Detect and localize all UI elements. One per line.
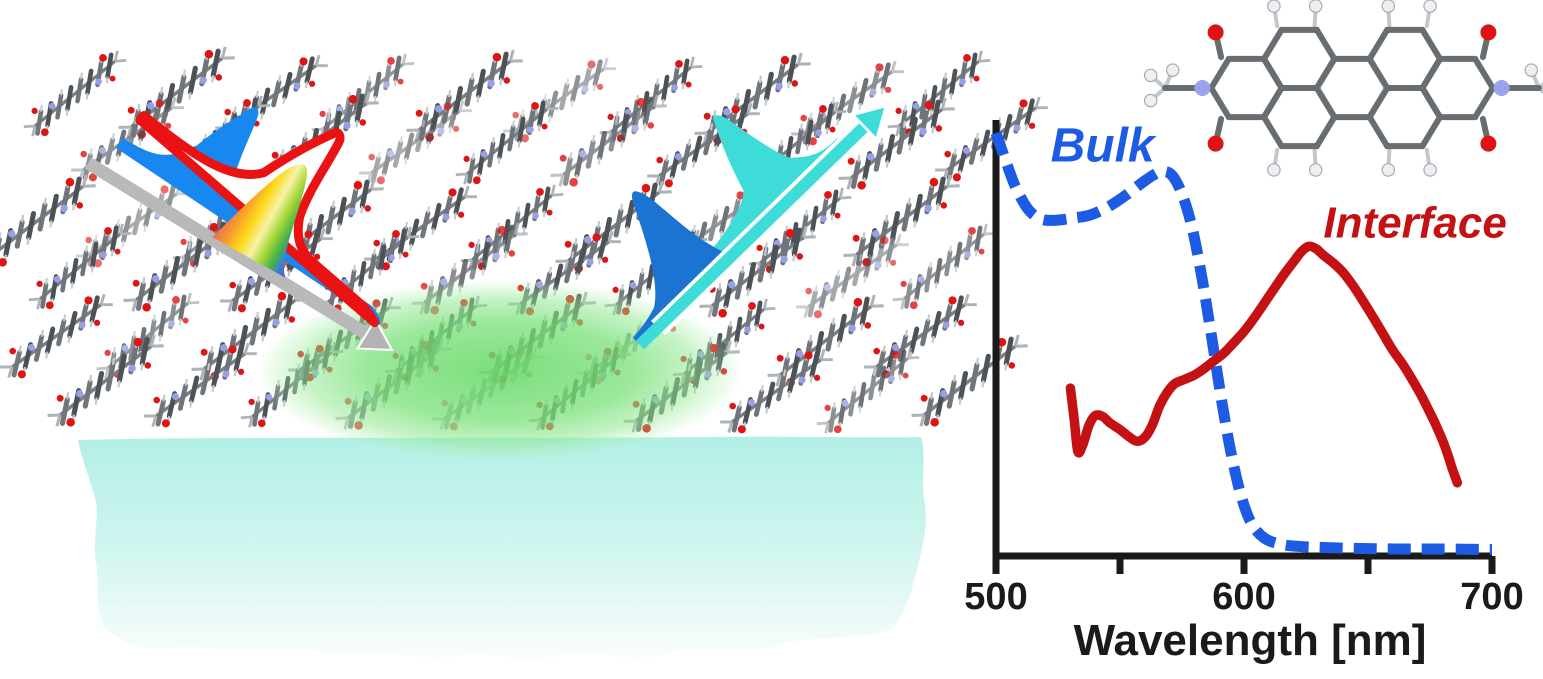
incoming-beam-arrowhead-icon bbox=[355, 317, 394, 352]
substrate-slab-icon bbox=[78, 436, 926, 659]
pdi-molecule-edge-on-icon bbox=[935, 96, 1048, 182]
pdi-molecule-edge-on-icon bbox=[816, 347, 920, 434]
pdi-molecule-edge-on-icon bbox=[550, 94, 667, 187]
x-tick-label-600: 600 bbox=[1212, 576, 1275, 618]
pdi-molecule-edge-on-icon bbox=[455, 98, 559, 185]
chart-axes bbox=[992, 120, 1496, 574]
spectra-chart: 500 600 700 Bulk Interface Wavelength [nm] bbox=[964, 119, 1523, 665]
pdi-molecule-edge-on-icon bbox=[838, 97, 955, 190]
pdi-molecule-edge-on-icon bbox=[843, 174, 960, 267]
interface-spectrum-curve bbox=[1065, 241, 1463, 488]
pdi-molecule-edge-on-icon bbox=[23, 50, 127, 137]
x-tick-label-700: 700 bbox=[1460, 576, 1523, 618]
pdi-molecule-edge-on-icon bbox=[767, 294, 884, 387]
bulk-spectrum-curve bbox=[990, 131, 1493, 555]
pdi-molecule-edge-on-icon bbox=[864, 293, 977, 379]
pdi-molecule-edge-on-icon bbox=[0, 293, 113, 379]
outgoing-beam-group bbox=[631, 104, 888, 350]
interface-series-label: Interface bbox=[1323, 199, 1506, 248]
pdi-molecule-edge-on-icon bbox=[892, 223, 996, 310]
x-tick-label-500: 500 bbox=[964, 576, 1027, 618]
series-annotations: Bulk Interface bbox=[1051, 119, 1507, 247]
outgoing-signal-arrow-shaft bbox=[635, 122, 869, 350]
bulk-series-label: Bulk bbox=[1051, 119, 1157, 172]
pdi-molecule-edge-on-icon bbox=[0, 174, 96, 267]
x-tick-labels: 500 600 700 bbox=[964, 576, 1523, 618]
pdi-molecule-edge-on-icon bbox=[191, 288, 308, 381]
pdi-molecule-edge-on-icon bbox=[359, 99, 472, 185]
pdi-molecule-edge-on-icon bbox=[720, 348, 833, 434]
rainbow-supercontinuum-pulse-icon bbox=[212, 164, 308, 278]
incoming-beam-arrow-shaft bbox=[84, 157, 374, 342]
incoming-beam-group bbox=[84, 106, 394, 352]
pdi-molecule-edge-on-icon bbox=[144, 342, 257, 428]
blue-signal-pulse-icon bbox=[631, 191, 733, 345]
x-axis-label: Wavelength [nm] bbox=[1074, 616, 1427, 665]
pdi-molecule-edge-on-icon bbox=[911, 334, 1028, 427]
pdi-molecule-edge-on-icon bbox=[887, 50, 991, 137]
pdi-molecule-edge-on-icon bbox=[699, 225, 816, 318]
pdi-molecule-edge-on-icon bbox=[796, 233, 909, 319]
pdi-molecule-edge-on-icon bbox=[28, 223, 132, 310]
pdi-molecule-edge-on-icon bbox=[47, 334, 164, 427]
pdi-molecule-ball-stick-icon bbox=[1143, 0, 1543, 177]
outgoing-arrowhead-icon bbox=[850, 104, 888, 142]
